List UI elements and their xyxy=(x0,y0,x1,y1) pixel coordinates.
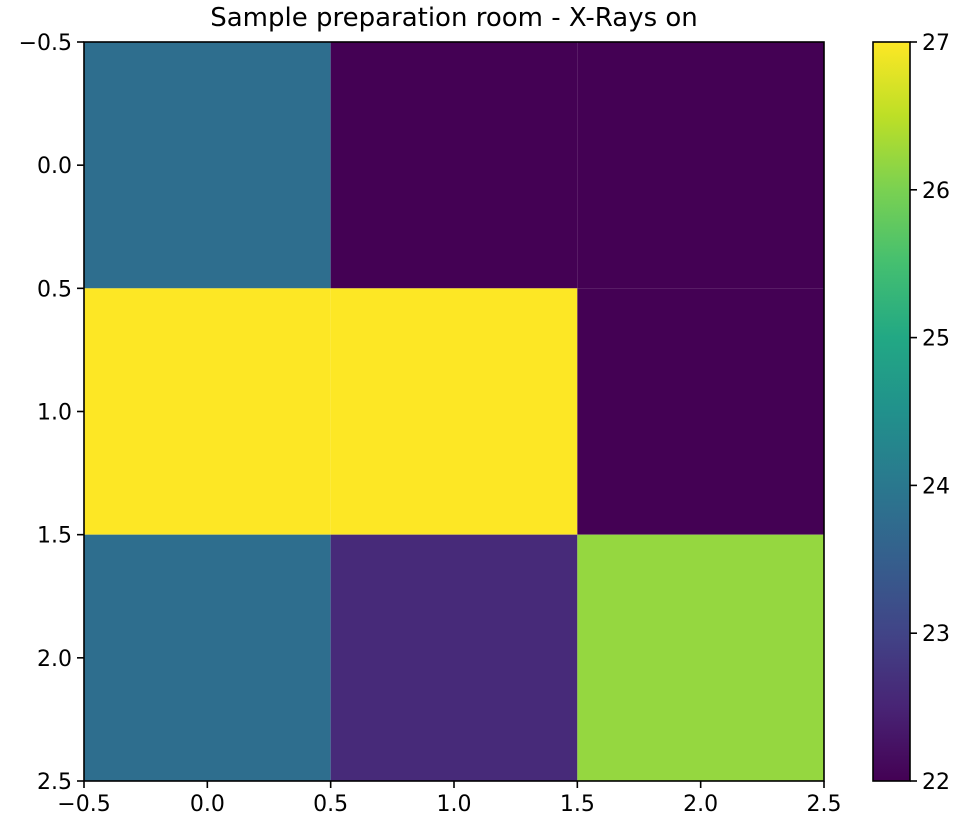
colorbar-axis: 22 23 24 25 26 27 xyxy=(910,31,950,795)
x-tick-label: −0.5 xyxy=(57,792,110,817)
heatmap-cell xyxy=(84,288,331,535)
y-tick-label: 0.0 xyxy=(37,154,72,179)
colorbar-gradient xyxy=(873,42,910,781)
x-axis: −0.5 0.0 0.5 1.0 1.5 2.0 2.5 xyxy=(57,781,842,817)
heatmap-cells xyxy=(84,42,824,781)
colorbar-frame xyxy=(872,41,911,782)
chart-title: Sample preparation room - X-Rays on xyxy=(210,3,698,33)
heatmap-cell xyxy=(577,42,824,289)
y-tick-label: 2.0 xyxy=(37,647,72,672)
y-tick-label: 0.5 xyxy=(37,277,72,302)
colorbar-tick-label: 23 xyxy=(922,622,950,647)
colorbar-tick-label: 22 xyxy=(922,770,950,795)
colorbar-tick-label: 24 xyxy=(922,474,950,499)
y-tick-label: 1.5 xyxy=(37,524,72,549)
y-tick-label: 1.0 xyxy=(37,401,72,426)
x-tick-label: 1.5 xyxy=(560,792,595,817)
colorbar-tick-label: 27 xyxy=(922,31,950,56)
y-axis: −0.5 0.0 0.5 1.0 1.5 2.0 2.5 xyxy=(19,31,84,795)
heatmap-cell xyxy=(84,534,331,781)
colorbar-tick-label: 26 xyxy=(922,179,950,204)
y-tick-label: 2.5 xyxy=(37,770,72,795)
heatmap-cell xyxy=(330,42,578,289)
x-tick-label: 0.5 xyxy=(313,792,348,817)
heatmap-cell xyxy=(330,288,578,535)
x-tick-label: 0.0 xyxy=(190,792,225,817)
heatmap-cell xyxy=(330,534,578,781)
heatmap-cell xyxy=(84,42,331,289)
x-tick-label: 1.0 xyxy=(437,792,472,817)
x-tick-label: 2.5 xyxy=(807,792,842,817)
x-tick-label: 2.0 xyxy=(683,792,718,817)
y-tick-label: −0.5 xyxy=(19,31,72,56)
heatmap-cell xyxy=(577,534,824,781)
heatmap-cell xyxy=(577,288,824,535)
colorbar-tick-label: 25 xyxy=(922,327,950,352)
